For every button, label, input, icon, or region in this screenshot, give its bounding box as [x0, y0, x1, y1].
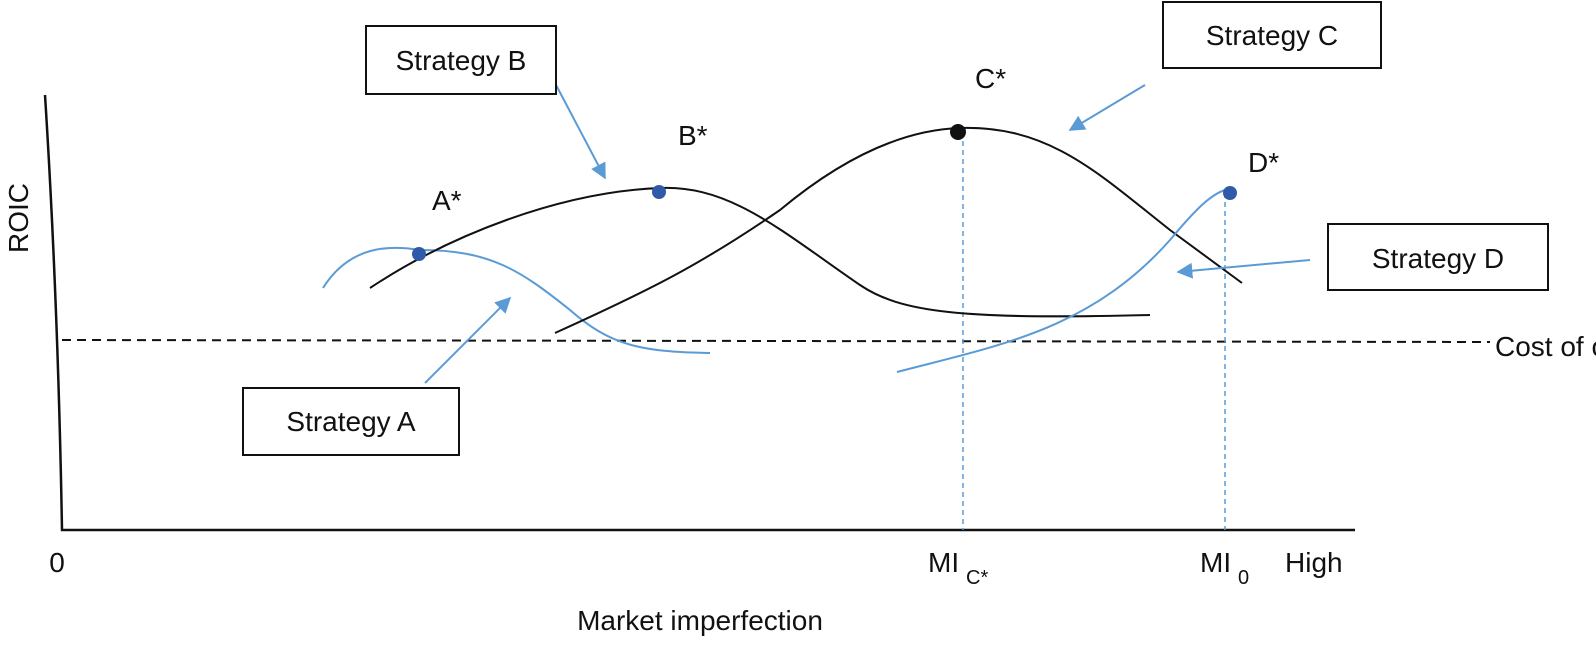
- point-b: [652, 185, 666, 199]
- axes: [43, 94, 1355, 532]
- point-label: B*: [678, 120, 708, 151]
- curve-d: [896, 189, 1226, 373]
- x-marker-subscript: 0: [1238, 567, 1249, 589]
- strategy-label: Strategy B: [396, 45, 527, 76]
- strategy-label: Strategy C: [1206, 20, 1338, 51]
- strategy-label: Strategy D: [1372, 243, 1504, 274]
- point-d: [1223, 186, 1237, 200]
- arrow: [1068, 84, 1146, 131]
- x-axis-label: Market imperfection: [577, 605, 823, 636]
- strategy-box: [1162, 1, 1382, 69]
- point-label: C*: [975, 63, 1006, 94]
- strategy-label: Strategy A: [286, 406, 416, 437]
- arrow: [1176, 259, 1311, 279]
- strategy-box: [242, 387, 460, 456]
- point-a: [412, 247, 426, 261]
- strategy-box: [365, 25, 557, 95]
- cost-of-capital-line: [61, 339, 1491, 343]
- x-marker-label: MI: [1200, 547, 1231, 578]
- point-label: A*: [432, 185, 462, 216]
- x-marker-subscript: C*: [966, 567, 988, 589]
- origin-label: 0: [49, 547, 65, 578]
- point-label: D*: [1248, 147, 1279, 178]
- x-end-label: High: [1285, 547, 1343, 578]
- arrow: [424, 296, 512, 384]
- x-marker-label: MI: [928, 547, 959, 578]
- cost-of-capital-label: Cost of capital: [1495, 331, 1596, 362]
- curve-a: [322, 246, 711, 354]
- strategy-box: [1327, 223, 1549, 291]
- curve-c: [554, 126, 1243, 334]
- arrow: [554, 82, 606, 180]
- point-c: [950, 124, 966, 140]
- y-axis-label: ROIC: [3, 183, 34, 253]
- curve-b: [369, 186, 1151, 318]
